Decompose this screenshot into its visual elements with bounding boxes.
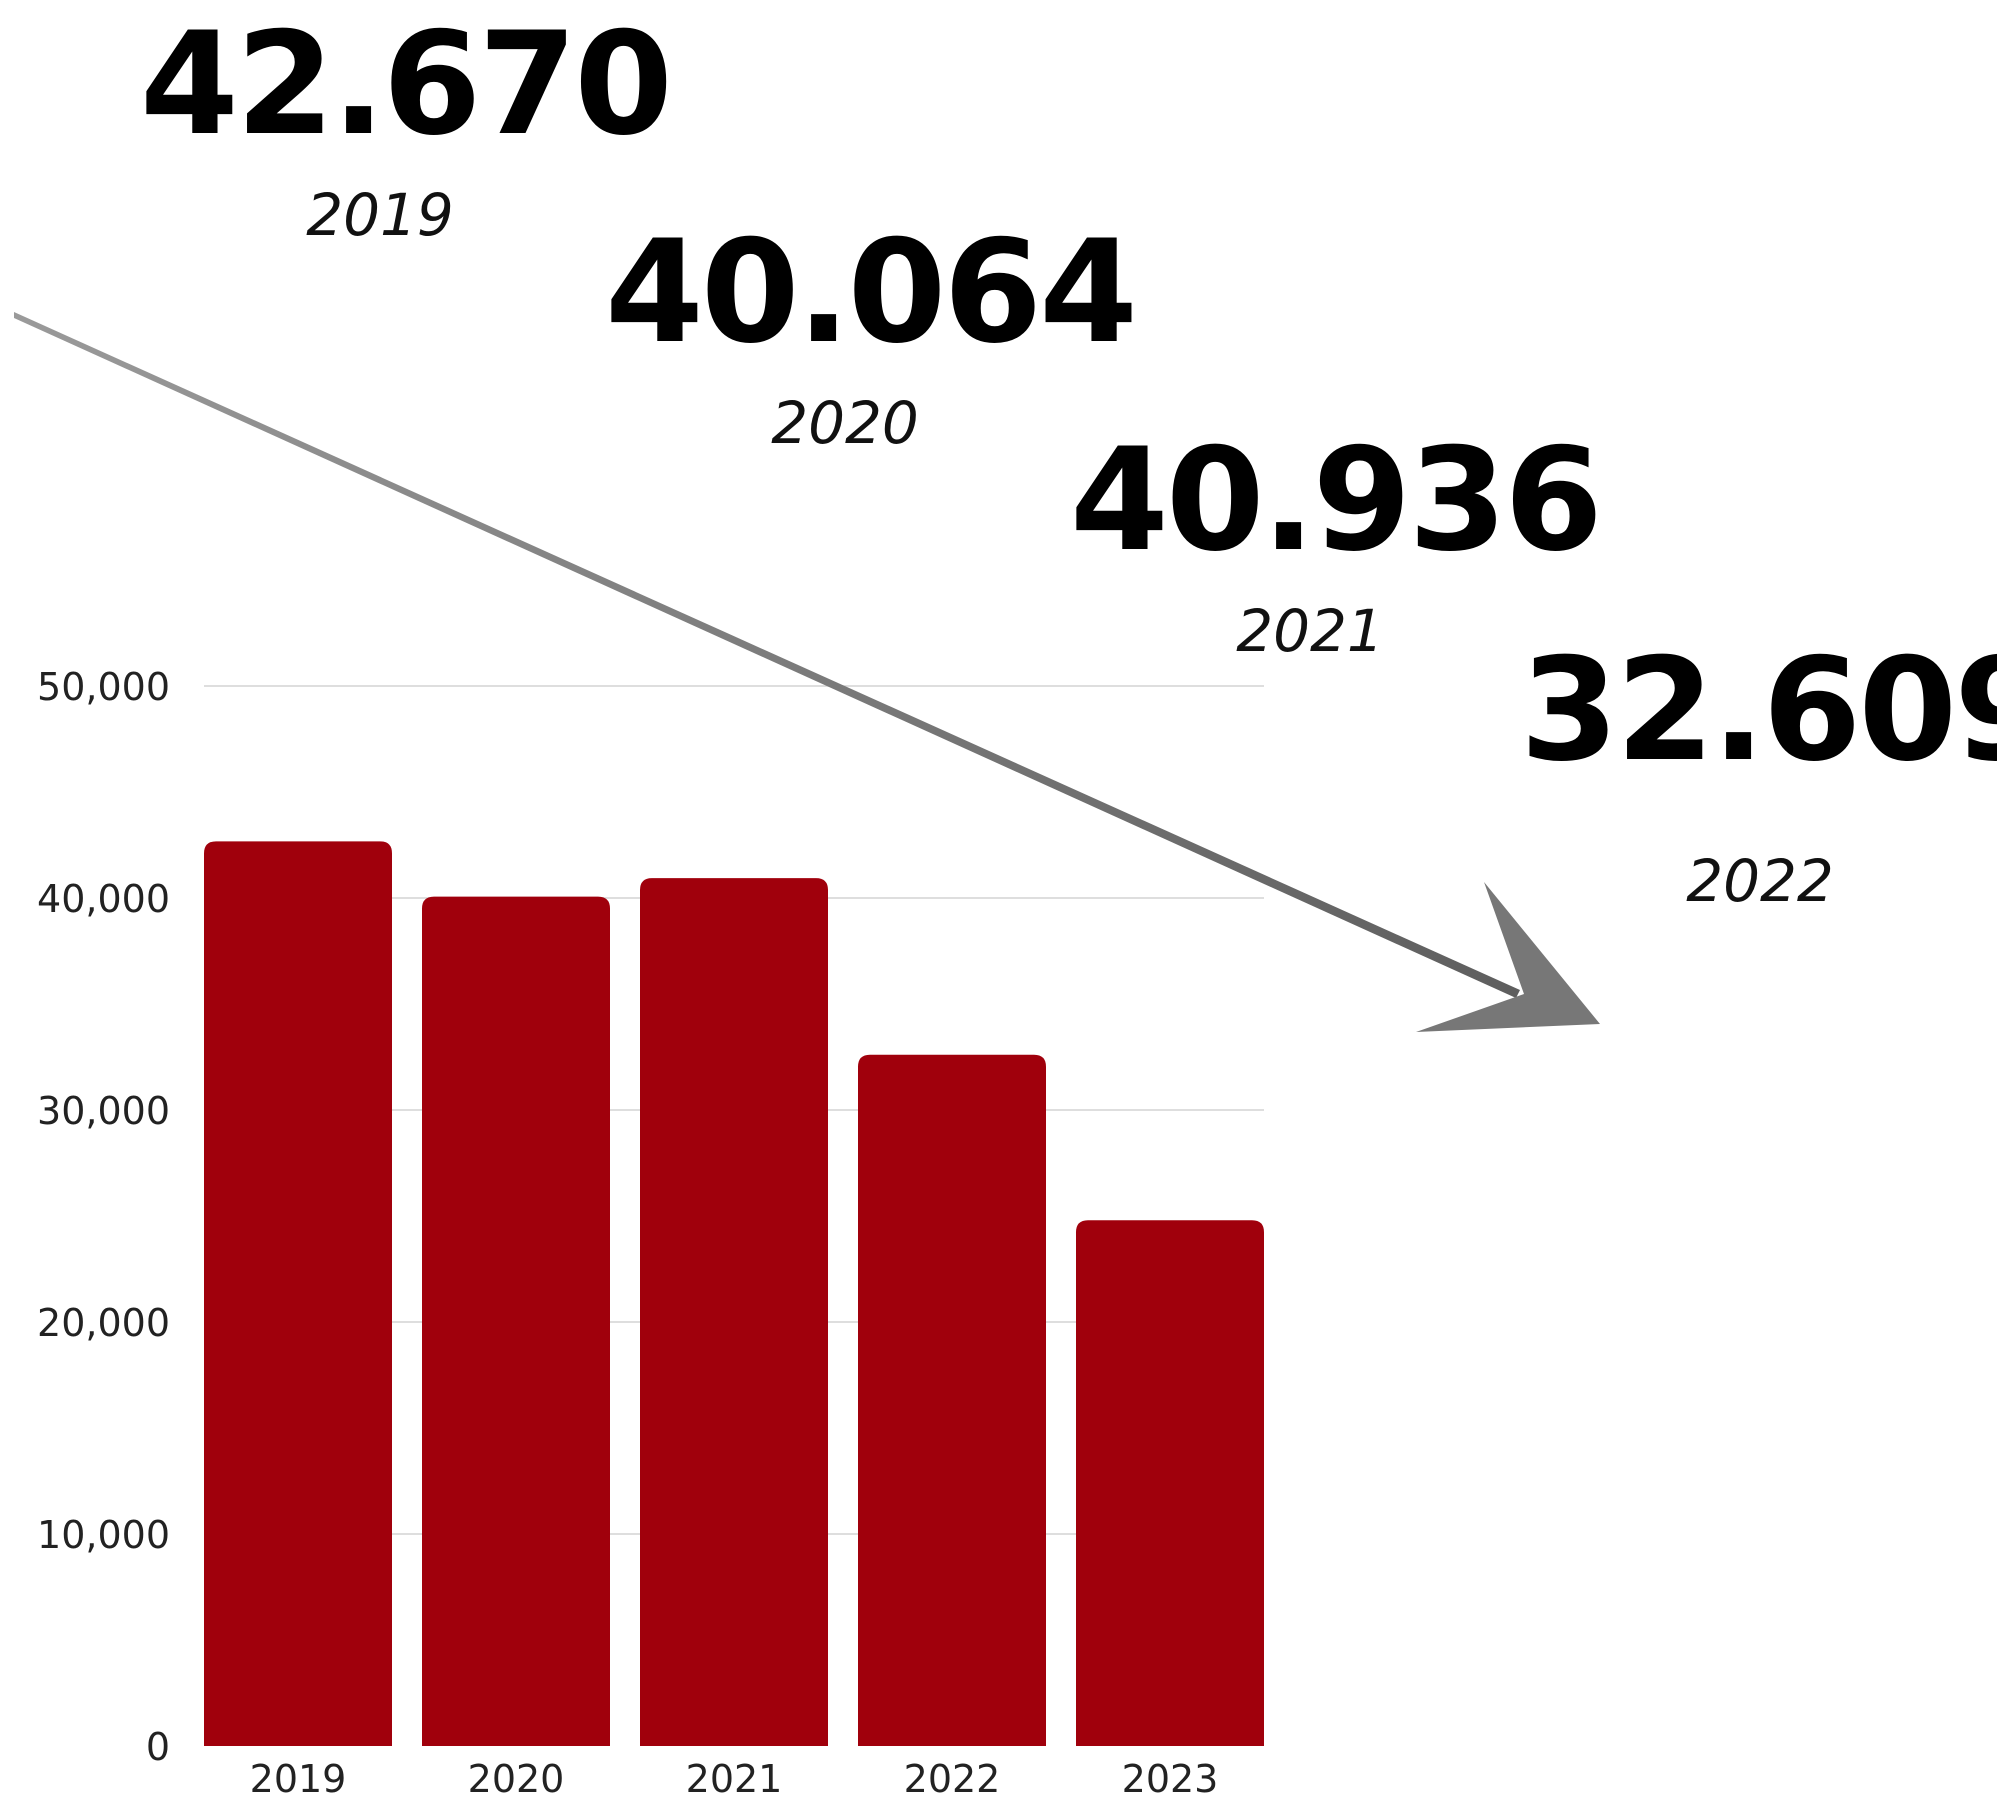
y-tick-label: 0 [146,1725,170,1769]
callout-value-2022: 32.609 [1520,628,1997,793]
y-tick-label: 30,000 [37,1089,170,1133]
x-tick-label: 2021 [686,1757,783,1798]
y-tick-label: 50,000 [37,665,170,709]
callout-value-2019: 42.670 [140,2,673,167]
y-tick-label: 40,000 [37,877,170,921]
x-tick-label: 2019 [250,1757,347,1798]
callout-value-2021: 40.936 [1070,418,1603,583]
bar-2019 [204,841,392,1746]
bars [204,841,1264,1746]
x-tick-label: 2022 [904,1757,1001,1798]
callout-2020: 40.064 2020 [605,210,1138,457]
callout-2019: 42.670 2019 [140,2,673,249]
callout-year-2022: 2022 [1686,847,1834,915]
y-axis-tick-labels: 0 10,000 20,000 30,000 40,000 50,000 [37,665,170,1769]
callout-year-2020: 2020 [771,389,919,457]
x-tick-label: 2023 [1122,1757,1219,1798]
trend-arrow-icon [14,312,1600,1032]
bar-2022 [858,1054,1046,1746]
callout-2021: 40.936 2021 [1070,418,1603,665]
callout-year-2021: 2021 [1236,597,1384,665]
callout-2022: 32.609 2022 [1520,628,1997,915]
callout-year-2019: 2019 [306,181,454,249]
bar-2021 [640,878,828,1746]
bar-2023 [1076,1220,1264,1746]
bar-2020 [422,896,610,1746]
callout-value-2020: 40.064 [605,210,1138,375]
x-tick-label: 2020 [468,1757,565,1798]
y-tick-label: 10,000 [37,1513,170,1557]
y-tick-label: 20,000 [37,1301,170,1345]
x-axis-tick-labels: 2019 2020 2021 2022 2023 [250,1757,1219,1801]
